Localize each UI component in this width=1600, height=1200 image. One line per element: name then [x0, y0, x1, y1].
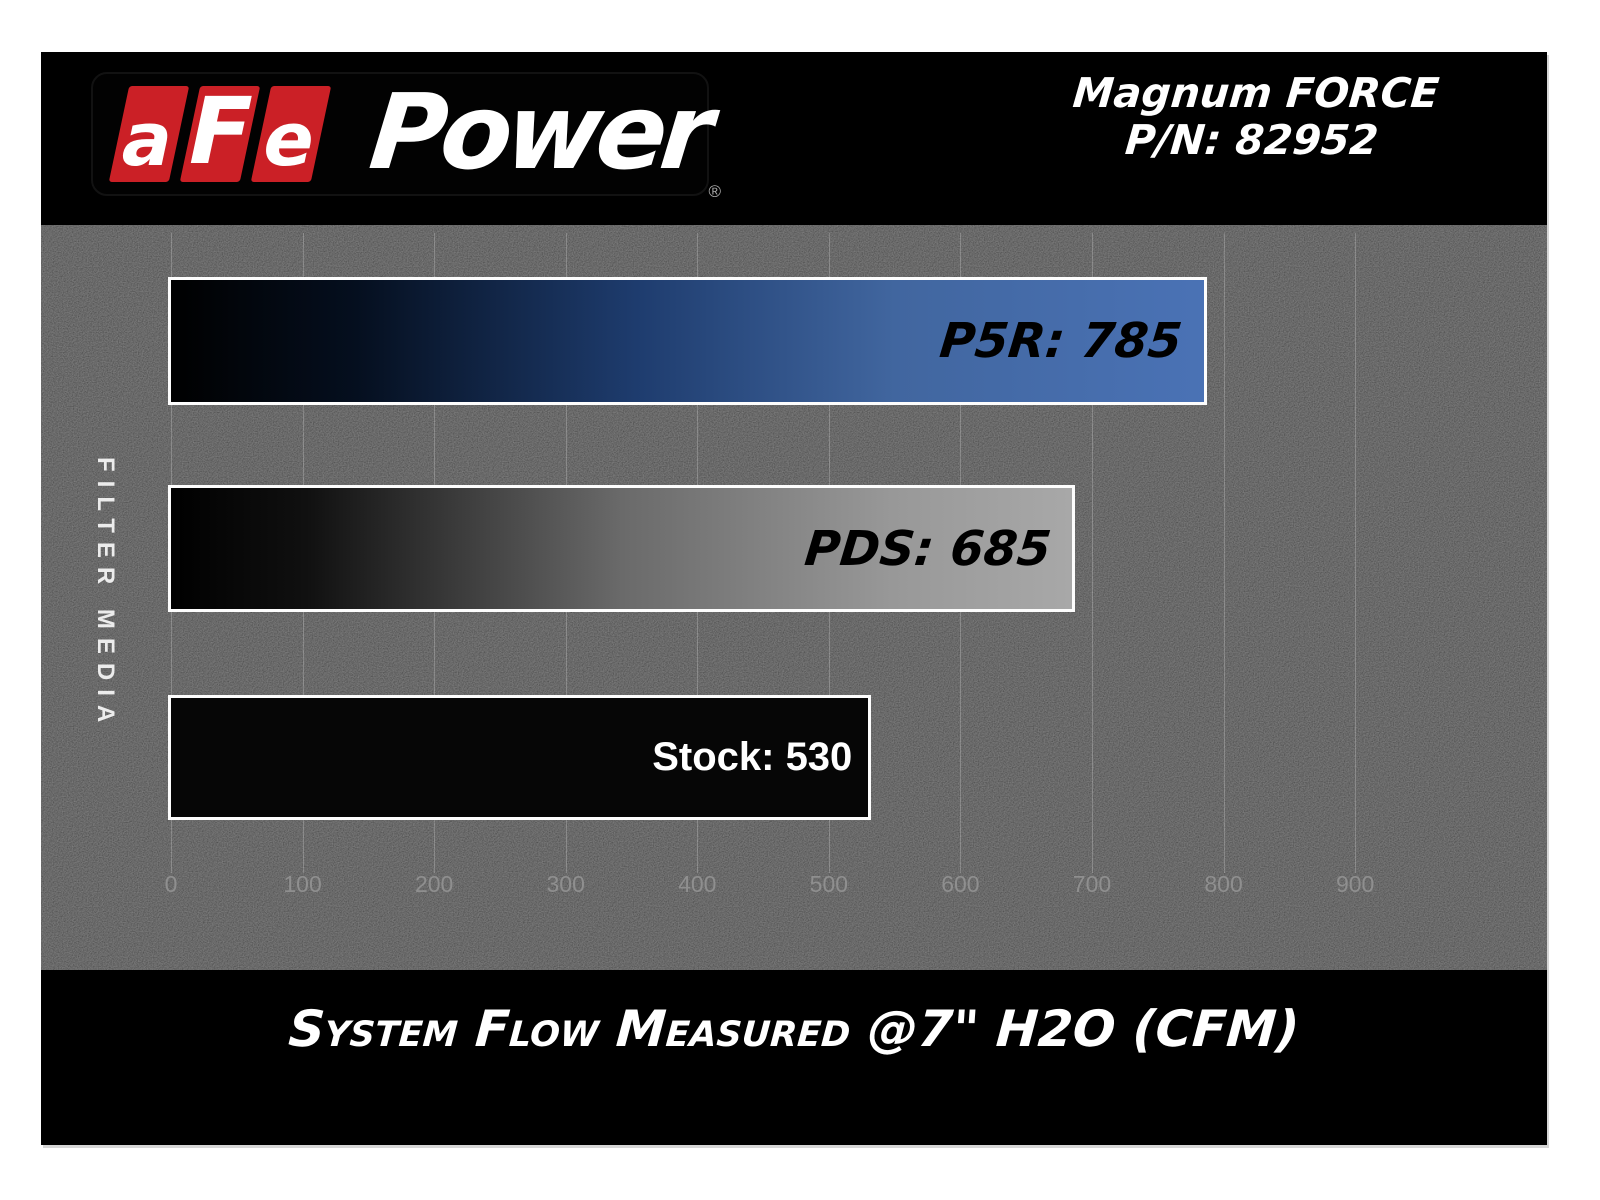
bar-label-p5r: P5R: 785 [937, 313, 1185, 369]
chart-title: System Flow Measured @7" H2O (CFM) [286, 1000, 1302, 1058]
logo-letter-block-f: F [177, 78, 264, 186]
tick-label-100: 100 [283, 871, 322, 897]
logo-power-text: Power [364, 71, 713, 193]
bar-stock: Stock: 530 [168, 695, 872, 820]
product-line-title: Magnum FORCE [1071, 69, 1442, 117]
tick-label-200: 200 [414, 871, 454, 897]
logo-letter-f: F [177, 78, 264, 186]
logo-letter-block-a: a [108, 86, 190, 183]
product-info: Magnum FORCE P/N: 82952 [1067, 69, 1442, 165]
tick-label-300: 300 [546, 871, 585, 897]
tick-label-600: 600 [941, 871, 980, 897]
chart-panel: a F e Power ® Magnum FORCE P/N: 82952 [41, 52, 1547, 1145]
registered-trademark-icon: ® [708, 182, 721, 201]
part-number: P/N: 82952 [1123, 116, 1381, 165]
tick-label-0: 0 [164, 871, 178, 897]
gridline-800 [1223, 233, 1225, 873]
logo-letter-a: a [113, 96, 182, 183]
gridline-700 [1091, 233, 1093, 873]
bar-label-stock: Stock: 530 [652, 735, 853, 779]
tick-label-700: 700 [1072, 871, 1112, 897]
brand-header: a F e Power ® Magnum FORCE P/N: 82952 [41, 52, 1547, 225]
y-axis-label: FILTER MEDIA [92, 457, 119, 732]
bar-label-pds: PDS: 685 [801, 520, 1054, 577]
tick-label-400: 400 [678, 871, 717, 897]
afe-power-logo: a F e Power ® [91, 71, 721, 201]
bar-pds: PDS: 685 [168, 485, 1076, 612]
tick-label-900: 900 [1335, 871, 1375, 897]
tick-label-800: 800 [1204, 871, 1243, 897]
tick-label-500: 500 [809, 871, 849, 897]
bar-p5r: P5R: 785 [168, 277, 1207, 405]
gridline-900 [1355, 233, 1357, 873]
chart-band: FILTER MEDIA P5R: 785 PDS: 685 Stock: 53… [41, 225, 1547, 970]
logo-red-blocks: a F e [108, 78, 332, 186]
logo-letter-block-e: e [250, 86, 332, 183]
logo-letter-e: e [255, 96, 324, 183]
footer: System Flow Measured @7" H2O (CFM) [41, 970, 1547, 1145]
